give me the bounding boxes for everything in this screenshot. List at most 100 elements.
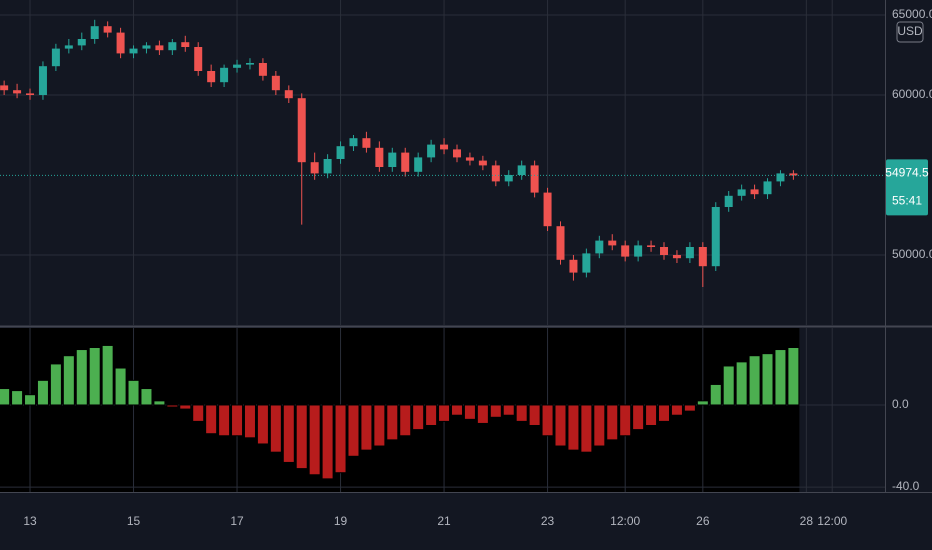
- histogram-bar: [774, 349, 787, 406]
- candle-body: [142, 45, 151, 49]
- candle-body: [543, 192, 552, 227]
- x-tick-label: 15: [127, 514, 141, 528]
- candle-body: [465, 157, 474, 161]
- histogram-bar: [88, 346, 101, 406]
- candle-body: [452, 149, 461, 158]
- candle-body: [608, 240, 617, 246]
- histogram-bar: [735, 361, 748, 406]
- histogram-bar: [62, 355, 75, 406]
- histogram-bar: [179, 404, 192, 410]
- histogram-bar: [580, 404, 593, 453]
- countdown-label: 55:41: [892, 194, 922, 208]
- histogram-bar: [101, 344, 114, 406]
- candle-body: [375, 147, 384, 167]
- histogram-bar: [308, 404, 321, 476]
- candle-body: [116, 32, 125, 54]
- histogram-bar: [386, 404, 399, 441]
- histogram-bar: [256, 404, 269, 445]
- histogram-bar: [670, 404, 683, 416]
- candle-body: [129, 48, 138, 54]
- candle-body: [698, 247, 707, 267]
- candle-body: [38, 66, 47, 95]
- histogram-bar: [567, 404, 580, 451]
- histogram-bar: [515, 404, 528, 422]
- histogram-bar: [476, 404, 489, 424]
- histogram-bar: [75, 349, 88, 406]
- candle-body: [660, 247, 669, 255]
- candle-body: [297, 98, 306, 163]
- y-tick-label: 50000.0: [892, 247, 932, 261]
- candle-body: [284, 90, 293, 99]
- candle-body: [750, 189, 759, 195]
- candle-body: [517, 165, 526, 175]
- candle-body: [194, 47, 203, 71]
- candle-body: [789, 173, 798, 176]
- histogram-bar: [334, 404, 347, 474]
- x-tick-label: 23: [541, 514, 555, 528]
- histogram-bar: [49, 363, 62, 406]
- histogram-bar: [606, 404, 619, 441]
- candle-body: [621, 245, 630, 257]
- candle-body: [155, 45, 164, 51]
- histogram-bar: [541, 404, 554, 437]
- histogram-bar: [114, 367, 127, 406]
- last-price-label: 54974.5: [885, 166, 929, 180]
- candle-body: [711, 207, 720, 267]
- candle-body: [776, 173, 785, 182]
- candle-body: [569, 259, 578, 273]
- histogram-bar: [373, 404, 386, 447]
- candle-body: [427, 144, 436, 158]
- histogram-bar: [593, 404, 606, 447]
- x-tick-label: 26: [696, 514, 710, 528]
- candle-body: [763, 181, 772, 195]
- candle-body: [440, 144, 449, 150]
- candle-body: [323, 159, 332, 174]
- histogram-bar: [140, 388, 153, 406]
- candle-body: [0, 85, 9, 91]
- candle-body: [51, 48, 60, 67]
- last-price-box: [886, 159, 928, 216]
- histogram-bar: [787, 346, 800, 406]
- candle-body: [336, 146, 345, 159]
- histogram-bar: [748, 355, 761, 406]
- histogram-bar: [399, 404, 412, 437]
- candle-body: [414, 157, 423, 172]
- histogram-bar: [231, 404, 244, 437]
- candle-body: [595, 240, 604, 254]
- candle-body: [258, 63, 267, 76]
- histogram-bar: [658, 404, 671, 422]
- histogram-bar: [321, 404, 334, 480]
- candle-body: [103, 26, 112, 33]
- x-tick-label: 17: [230, 514, 244, 528]
- histogram-bar: [489, 404, 502, 418]
- candle-body: [26, 93, 35, 95]
- candle-body: [672, 255, 681, 259]
- histogram-bar: [683, 404, 696, 412]
- histogram-bar: [425, 404, 438, 426]
- candle-body: [233, 64, 242, 68]
- candle-body: [530, 165, 539, 193]
- candle-body: [737, 189, 746, 196]
- candle-body: [77, 39, 86, 46]
- currency-box: [896, 21, 924, 43]
- candle-body: [647, 245, 656, 247]
- histogram-bar: [619, 404, 632, 437]
- candle-body: [582, 253, 591, 273]
- candle-body: [724, 195, 733, 207]
- histogram-bar: [438, 404, 451, 422]
- candle-body: [271, 75, 280, 91]
- candle-body: [478, 160, 487, 166]
- candle-body: [504, 175, 513, 182]
- candle-body: [310, 162, 319, 174]
- histogram-bar: [0, 388, 11, 406]
- histogram-bar: [463, 404, 476, 420]
- y-tick-label: -40.0: [892, 479, 920, 493]
- histogram-bar: [243, 404, 256, 439]
- candle-body: [362, 138, 371, 148]
- candle-body: [220, 67, 229, 83]
- candle-body: [634, 245, 643, 257]
- candle-body: [685, 247, 694, 259]
- histogram-bar: [347, 404, 360, 457]
- histogram-bar: [645, 404, 658, 426]
